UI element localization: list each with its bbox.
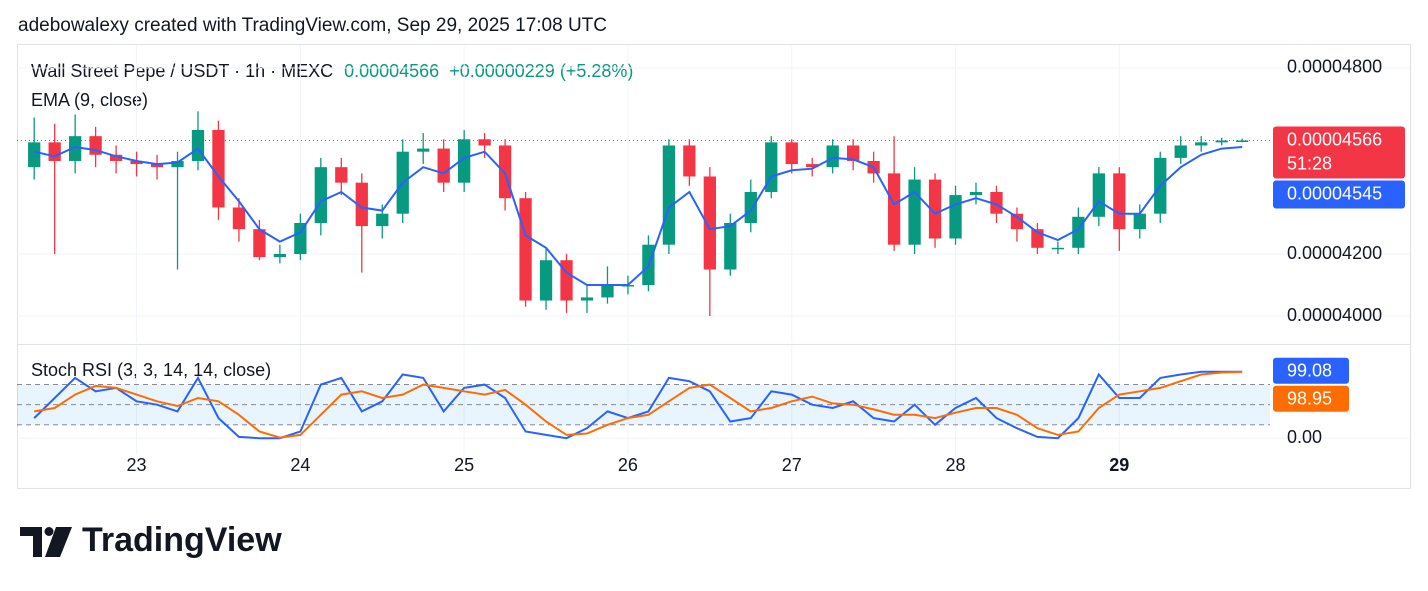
y-tick-label: 0.00004200 <box>1287 243 1382 263</box>
candle-body <box>355 182 368 227</box>
price-change: +0.00000229 (+5.28%) <box>449 61 633 81</box>
candle-body <box>130 160 143 165</box>
y-tick-label: 0.00004800 <box>1287 57 1382 77</box>
candle-body <box>28 142 41 168</box>
stoch-legend: Stoch RSI (3, 3, 14, 14, close) <box>31 360 271 380</box>
candle-body <box>580 297 594 301</box>
candle-body <box>376 213 389 227</box>
candle-body <box>1195 142 1208 146</box>
x-tick-label: 28 <box>946 455 966 475</box>
candle-body <box>171 160 184 168</box>
candle-body <box>1113 173 1126 230</box>
candle-body <box>744 191 757 223</box>
logo-text: TradingView <box>82 521 282 559</box>
candle-body <box>1236 140 1249 143</box>
candle-body <box>1174 145 1187 158</box>
price-label-box <box>1273 385 1349 412</box>
candle-body <box>314 167 327 223</box>
candle-body <box>273 254 287 258</box>
candle-body <box>969 191 983 196</box>
candle-body <box>212 129 225 208</box>
x-tick-label: 24 <box>290 455 310 475</box>
candle-body <box>928 179 942 239</box>
x-tick-label: 27 <box>782 455 802 475</box>
candle-body <box>335 167 348 183</box>
candle-body <box>601 285 614 298</box>
candle-body <box>417 148 430 152</box>
x-tick-label: 26 <box>618 455 638 475</box>
y-tick-label: 0.00 <box>1287 427 1322 447</box>
price-label: 0.00004566 <box>1287 129 1382 149</box>
candle-body <box>519 198 532 301</box>
candle-body <box>498 145 512 199</box>
candle-body <box>109 154 123 161</box>
candle-body <box>826 145 839 168</box>
line <box>33 370 1243 440</box>
candle-body <box>806 164 819 168</box>
price-label: 98.95 <box>1287 389 1332 409</box>
price-label: 99.08 <box>1287 361 1332 381</box>
candle-body <box>191 129 205 161</box>
candle-body <box>990 191 1003 214</box>
logo-dot <box>44 527 54 536</box>
price-label-box <box>1273 126 1405 179</box>
ema-legend: EMA (9, close) <box>31 90 148 110</box>
candle-body <box>478 139 491 146</box>
x-tick-label: 23 <box>127 455 147 475</box>
candle-body <box>1051 247 1065 250</box>
candle-body <box>232 207 246 230</box>
candle-body <box>908 179 921 245</box>
candle-body <box>294 222 307 255</box>
candle-body <box>150 164 164 168</box>
candle-body <box>253 229 266 258</box>
candle-body <box>437 148 450 183</box>
x-tick-label: 25 <box>454 455 474 475</box>
candle-body <box>1092 173 1105 217</box>
candle-body <box>69 136 82 161</box>
price-label-box <box>1273 180 1405 209</box>
candle-body <box>765 142 778 192</box>
attribution: adebowalexy created with TradingView.com… <box>18 15 607 36</box>
price: 0.00004566 <box>344 61 439 81</box>
logo-icon <box>20 527 72 557</box>
candle-body <box>847 145 860 161</box>
logo: TradingView <box>20 521 282 559</box>
candle-body <box>683 145 696 177</box>
price-label-box <box>1273 357 1349 384</box>
frame <box>17 44 1411 489</box>
line <box>34 370 1243 439</box>
candle-body <box>48 142 61 161</box>
candle-body <box>887 173 901 245</box>
countdown: 51:28 <box>1287 153 1332 173</box>
candle-body <box>458 139 471 183</box>
candle-body <box>703 176 716 270</box>
candle-body <box>1215 140 1228 143</box>
candle-body <box>662 145 676 245</box>
x-tick-label: 29 <box>1109 455 1129 475</box>
candle-body <box>1010 213 1024 230</box>
candle-body <box>949 195 962 239</box>
price-label: 0.00004545 <box>1287 183 1382 203</box>
symbol-title: Wall Street Pepe / USDT · 1h · MEXC <box>31 61 333 81</box>
candle-body <box>1133 213 1146 230</box>
line <box>33 145 1243 286</box>
candle-body <box>785 142 798 165</box>
candle-body <box>539 260 553 301</box>
y-tick-label: 0.00004000 <box>1287 305 1382 325</box>
candle-body <box>724 222 737 270</box>
